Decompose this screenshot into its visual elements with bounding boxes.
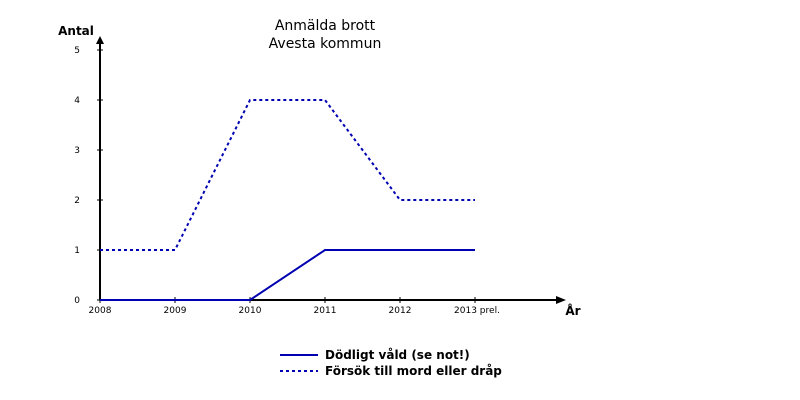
y-ticks: 0 1 2 3 4 5 (74, 46, 103, 306)
y-tick-label: 0 (74, 296, 80, 306)
legend-label: Försök till mord eller dråp (325, 364, 502, 378)
legend-label: Dödligt våld (se not!) (325, 348, 470, 362)
y-tick-label: 2 (74, 196, 80, 206)
chart-title-line-2: Avesta kommun (269, 36, 382, 52)
series-line (100, 99, 475, 251)
x-tick-label: 2013 prel. (454, 306, 500, 316)
y-tick-label: 5 (74, 46, 80, 56)
x-tick-label: 2009 (164, 306, 187, 316)
y-tick-label: 3 (74, 146, 80, 156)
series-lines (100, 99, 475, 301)
x-tick-label: 2010 (239, 306, 262, 316)
chart-title-line-1: Anmälda brott (275, 18, 376, 34)
legend: Dödligt våld (se not!) Försök till mord e… (280, 348, 502, 378)
y-axis-arrow (96, 36, 104, 44)
x-axis-label: År (565, 303, 580, 318)
x-tick-label: 2012 (389, 306, 412, 316)
x-tick-label: 2011 (314, 306, 337, 316)
y-tick-label: 1 (74, 246, 80, 256)
x-axis-arrow (556, 296, 566, 304)
axes (96, 36, 566, 304)
y-axis-label: Antal (58, 24, 94, 38)
y-tick-label: 4 (74, 96, 80, 106)
x-tick-label: 2008 (89, 306, 112, 316)
series-line (100, 249, 475, 301)
